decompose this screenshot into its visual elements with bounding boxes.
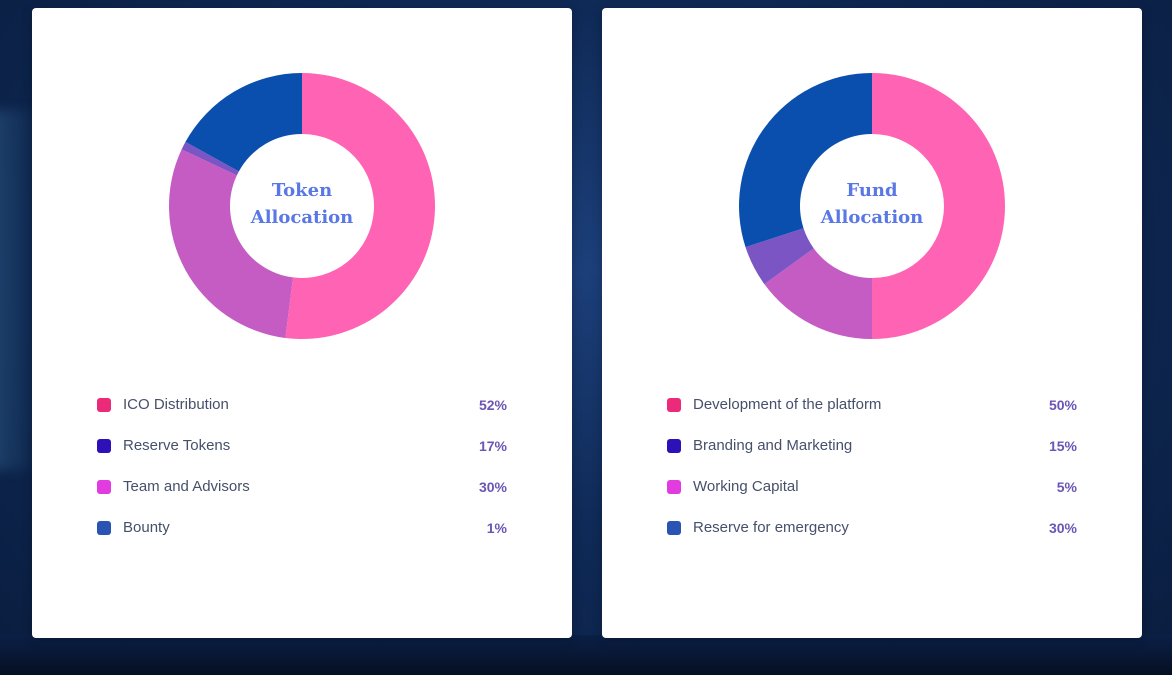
legend-swatch [97, 479, 111, 494]
slice-branding-and-marketing [764, 248, 872, 339]
legend-swatch [667, 438, 681, 453]
token-allocation-title-line2: Allocation [250, 207, 354, 228]
legend-value: 30% [1048, 519, 1077, 536]
legend-value: 15% [1048, 437, 1077, 454]
legend-item-branding-and-marketing: Branding and Marketing 15% [667, 425, 1077, 466]
legend-label: Reserve for emergency [693, 519, 849, 536]
legend-label: Working Capital [693, 478, 799, 495]
fund-allocation-title-line1: Fund [846, 180, 898, 201]
slice-working-capital [745, 228, 814, 285]
legend-item-reserve-tokens: Reserve Tokens 17% [97, 425, 507, 466]
legend-swatch [667, 397, 681, 412]
legend-swatch [667, 479, 681, 494]
background-footer-strip [0, 635, 1172, 675]
token-allocation-title-line1: Token [271, 180, 333, 201]
legend-item-working-capital: Working Capital 5% [667, 466, 1077, 507]
legend-item-bounty: Bounty 1% [97, 507, 507, 548]
legend-label: ICO Distribution [123, 396, 229, 413]
token-allocation-legend: ICO Distribution 52% Reserve Tokens 17% … [97, 384, 507, 548]
legend-value: 1% [486, 519, 507, 536]
legend-value: 50% [1048, 396, 1077, 413]
fund-allocation-donut [739, 73, 1005, 339]
legend-swatch [97, 438, 111, 453]
fund-allocation-card: Fund Allocation Development of the platf… [602, 8, 1142, 638]
fund-allocation-legend: Development of the platform 50% Branding… [667, 384, 1077, 548]
legend-value: 17% [478, 437, 507, 454]
token-allocation-title: Token Allocation [218, 177, 386, 231]
slice-bounty [181, 141, 239, 176]
fund-allocation-title-line2: Allocation [820, 207, 924, 228]
slice-development-of-the-platform [872, 73, 1005, 339]
fund-allocation-title: Fund Allocation [788, 177, 956, 231]
legend-label: Reserve Tokens [123, 437, 231, 454]
slice-team-and-advisors [169, 149, 293, 338]
legend-value: 30% [478, 478, 507, 495]
legend-swatch [97, 397, 111, 412]
legend-label: Branding and Marketing [693, 437, 853, 454]
legend-swatch [97, 520, 111, 535]
slice-reserve-tokens [185, 73, 302, 172]
legend-item-reserve-for-emergency: Reserve for emergency 30% [667, 507, 1077, 548]
slice-reserve-for-emergency [739, 73, 872, 248]
legend-value: 52% [478, 396, 507, 413]
legend-label: Team and Advisors [123, 478, 250, 495]
legend-label: Bounty [123, 519, 170, 536]
legend-value: 5% [1056, 478, 1077, 495]
token-allocation-donut [169, 73, 435, 339]
token-allocation-card: Token Allocation ICO Distribution 52% Re… [32, 8, 572, 638]
legend-item-ico-distribution: ICO Distribution 52% [97, 384, 507, 425]
legend-item-team-and-advisors: Team and Advisors 30% [97, 466, 507, 507]
slice-ico-distribution [285, 73, 435, 339]
legend-item-development-of-the-platform: Development of the platform 50% [667, 384, 1077, 425]
legend-swatch [667, 520, 681, 535]
legend-label: Development of the platform [693, 396, 882, 413]
